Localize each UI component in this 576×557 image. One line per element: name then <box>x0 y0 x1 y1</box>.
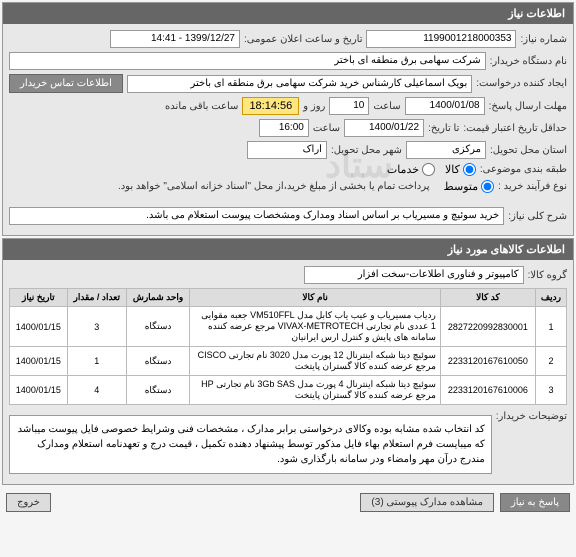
table-cell: 1400/01/15 <box>10 376 68 405</box>
table-cell: 1 <box>67 347 126 376</box>
deadline-date: 1400/01/08 <box>405 97 485 115</box>
saat-label: ساعت <box>373 101 400 112</box>
table-cell: 4 <box>67 376 126 405</box>
buyer-org: شرکت سهامی برق منطقه ای باختر <box>9 52 486 70</box>
need-number: 1199001218000353 <box>366 30 516 48</box>
col-row: ردیف <box>535 289 566 307</box>
radio-motavaset[interactable]: متوسط <box>444 180 495 193</box>
need-number-label: شماره نیاز: <box>520 34 567 45</box>
table-cell: ردیاب مسیریاب و عیب یاب کابل مدل VM510FF… <box>190 307 441 347</box>
table-cell: سوئیچ دیتا شبکه اینترنال 12 پورت مدل 302… <box>190 347 441 376</box>
footer-buttons: پاسخ به نیاز مشاهده مدارک پیوستی (3) خرو… <box>0 487 576 518</box>
exit-button[interactable]: خروج <box>6 493 51 512</box>
respond-button[interactable]: پاسخ به نیاز <box>500 493 570 512</box>
table-cell: 1 <box>535 307 566 347</box>
delivery-province-label: استان محل تحویل: <box>490 145 567 156</box>
countdown: 18:14:56 <box>242 97 299 115</box>
col-name: نام کالا <box>190 289 441 307</box>
creator-label: ایجاد کننده درخواست: <box>476 78 567 89</box>
radio-kala[interactable]: کالا <box>445 163 476 176</box>
table-cell: 2233120167610006 <box>440 376 535 405</box>
deadline-hours: 10 <box>329 97 369 115</box>
items-panel-header: اطلاعات کالاهای مورد نیاز <box>3 239 573 260</box>
summary: خرید سوئیچ و مسیریاب بر اساس اسناد ومدار… <box>9 207 504 225</box>
buyer-note-label: توضیحات خریدار: <box>496 411 567 422</box>
table-cell: 1400/01/15 <box>10 307 68 347</box>
group-value: کامپیوتر و فناوری اطلاعات-سخت افزار <box>304 266 524 284</box>
table-cell: دستگاه <box>126 376 189 405</box>
table-cell: 2827220992830001 <box>440 307 535 347</box>
radio-motavaset-input[interactable] <box>481 180 494 193</box>
announce-value: 1399/12/27 - 14:41 <box>110 30 240 48</box>
validity-time: 16:00 <box>259 119 309 137</box>
buyer-note: کد انتخاب شده مشابه بوده وکالای درخواستی… <box>9 415 492 474</box>
table-row: 32233120167610006سوئیچ دیتا شبکه اینترنا… <box>10 376 567 405</box>
group-label: گروه کالا: <box>528 270 567 281</box>
table-cell: 2233120167610050 <box>440 347 535 376</box>
ta-tarikh-label: تا تاریخ: <box>428 123 459 134</box>
need-info-panel: اطلاعات نیاز ستاد شماره نیاز: 1199001218… <box>2 2 574 236</box>
table-row: 22233120167610050سوئیچ دیتا شبکه اینترنا… <box>10 347 567 376</box>
radio-khadamat-input[interactable] <box>422 163 435 176</box>
col-code: کد کالا <box>440 289 535 307</box>
table-cell: 3 <box>67 307 126 347</box>
col-date: تاریخ نیاز <box>10 289 68 307</box>
table-cell: 3 <box>535 376 566 405</box>
announce-label: تاریخ و ساعت اعلان عمومی: <box>244 34 363 45</box>
province: مرکزی <box>406 141 486 159</box>
delivery-city-label: شهر محل تحویل: <box>331 145 402 156</box>
city: اراک <box>247 141 327 159</box>
khadamat-label: خدمات <box>387 163 419 176</box>
radio-khadamat[interactable]: خدمات <box>387 163 435 176</box>
kala-label: کالا <box>445 163 460 176</box>
remaining-label: ساعت باقی مانده <box>165 101 238 112</box>
items-panel: اطلاعات کالاهای مورد نیاز گروه کالا: کام… <box>2 238 574 485</box>
process-label: نوع فرآیند خرید : <box>498 181 567 192</box>
motavaset-label: متوسط <box>444 180 479 193</box>
radio-kala-input[interactable] <box>463 163 476 176</box>
deadline-label: مهلت ارسال پاسخ: <box>489 101 567 112</box>
contact-button[interactable]: اطلاعات تماس خریدار <box>9 74 123 93</box>
process-note: پرداخت تمام یا بخشی از مبلغ خرید،از محل … <box>118 181 430 192</box>
classification-label: طبقه بندی موضوعی: <box>480 164 567 175</box>
table-cell: سوئیچ دیتا شبکه اینترنال 4 پورت مدل 3Gb … <box>190 376 441 405</box>
items-table: ردیف کد کالا نام کالا واحد شمارش تعداد /… <box>9 288 567 405</box>
table-header-row: ردیف کد کالا نام کالا واحد شمارش تعداد /… <box>10 289 567 307</box>
table-cell: 1400/01/15 <box>10 347 68 376</box>
table-cell: دستگاه <box>126 307 189 347</box>
col-qty: تعداد / مقدار <box>67 289 126 307</box>
summary-label: شرح کلی نیاز: <box>508 211 567 222</box>
creator: بویک اسماعیلی کارشناس خرید شرکت سهامی بر… <box>127 75 472 93</box>
validity-label: حداقل تاریخ اعتبار قیمت: <box>463 123 567 134</box>
table-cell: 2 <box>535 347 566 376</box>
saat-label-2: ساعت <box>313 123 340 134</box>
col-unit: واحد شمارش <box>126 289 189 307</box>
panel-header: اطلاعات نیاز <box>3 3 573 24</box>
view-attachments-button[interactable]: مشاهده مدارک پیوستی (3) <box>360 493 494 512</box>
table-row: 12827220992830001ردیاب مسیریاب و عیب یاب… <box>10 307 567 347</box>
rooz-label: روز و <box>303 101 325 112</box>
validity-date: 1400/01/22 <box>344 119 424 137</box>
table-cell: دستگاه <box>126 347 189 376</box>
buyer-org-label: نام دستگاه خریدار: <box>490 56 567 67</box>
